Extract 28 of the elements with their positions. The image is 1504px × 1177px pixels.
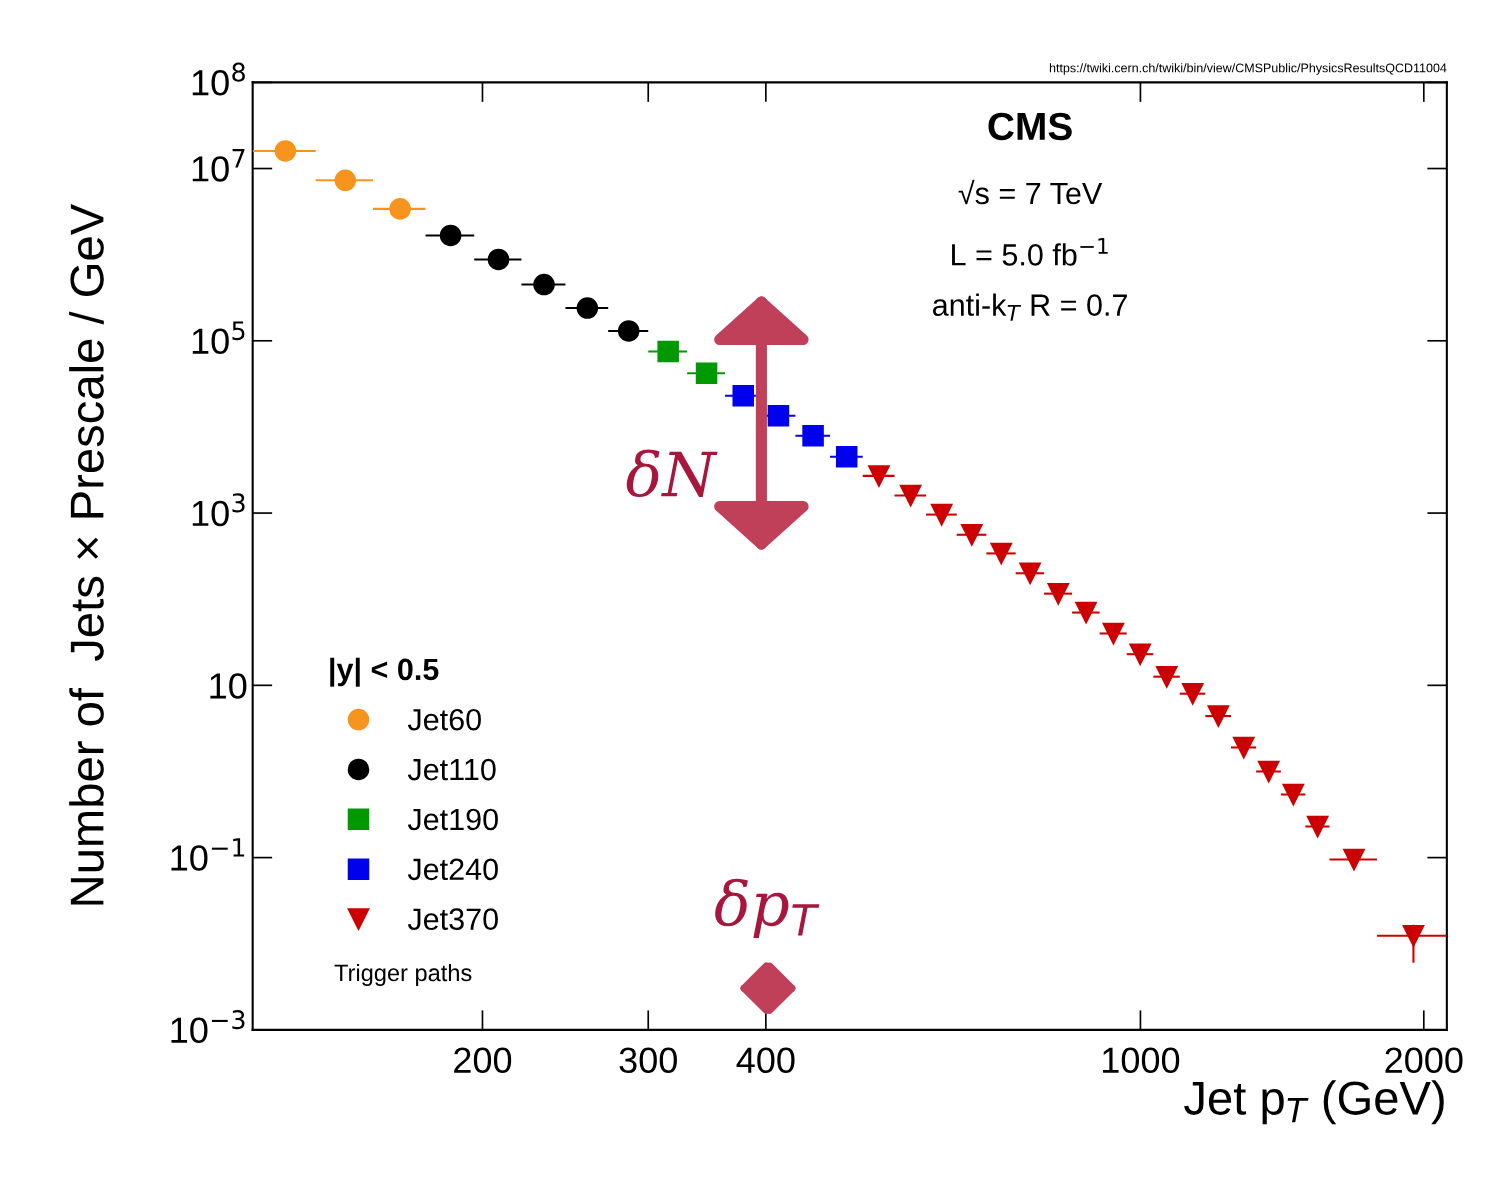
y-axis-title: Number of Jets × Prescale / GeV <box>69 203 104 905</box>
annotation: δN <box>626 449 718 498</box>
legend-label: Jet60 <box>407 708 481 731</box>
y-tick-label: 10 <box>210 673 247 699</box>
annotation: anti-k$_{T}$ R = 0.7 <box>932 293 1127 321</box>
y-tick-label: 10$^{−3}$ <box>171 1010 245 1044</box>
x-tick-label: 300 <box>619 1047 677 1074</box>
y-tick-label: 10$^{7}$ <box>192 149 245 182</box>
annotation: √s = 7 TeV <box>958 179 1103 205</box>
x-tick-label: 1000 <box>1103 1047 1180 1074</box>
y-tick-label: 10$^{3}$ <box>192 493 245 527</box>
legend-label: Jet240 <box>407 858 498 881</box>
x-axis-title: Jet p$_{T}$ (GeV) <box>1184 1080 1444 1125</box>
x-tick-label: 200 <box>454 1047 512 1074</box>
x-tick-label: 2000 <box>1385 1047 1463 1074</box>
legend-label: Jet110 <box>407 758 496 781</box>
text: https://twiki.cern.ch/twiki/bin/view/CMSPublic/PhysicsResultsQCD11004 <box>1049 63 1447 75</box>
legend-label: Jet370 <box>407 908 498 931</box>
annotation: L = 5.0 fb$^{−1}$ <box>952 238 1108 266</box>
y-tick-label: 10$^{5}$ <box>192 321 245 354</box>
annotation: CMS <box>988 112 1072 141</box>
annotation: Trigger paths <box>334 963 472 986</box>
x-tick-label: 400 <box>736 1047 795 1074</box>
annotation: δp$_{T}$ <box>715 878 820 939</box>
y-tick-label: 10$^{−1}$ <box>171 838 245 871</box>
legend-title: |y| < 0.5 <box>330 657 439 687</box>
y-tick-label: 10$^{8}$ <box>192 62 245 96</box>
legend-label: Jet190 <box>407 808 498 831</box>
